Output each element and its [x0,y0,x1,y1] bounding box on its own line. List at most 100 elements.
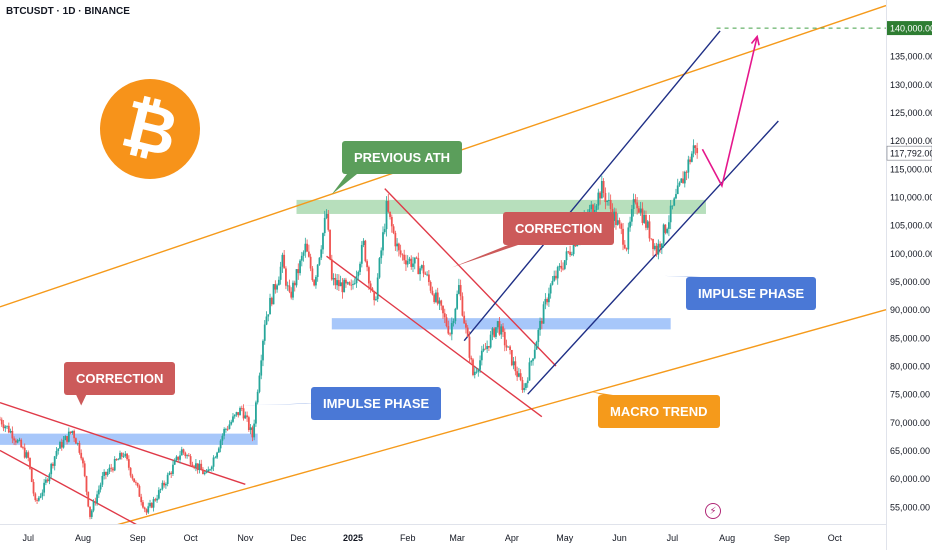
candle [39,496,42,498]
candle [623,244,626,249]
candle [286,285,289,287]
candle [643,214,646,223]
candle [468,336,471,358]
candle [27,452,30,458]
price-axis[interactable] [886,0,932,550]
candle [369,283,372,289]
candle [209,469,211,471]
candle [422,265,425,274]
candle [173,460,176,465]
zone-1 [331,318,671,330]
candle [184,452,187,457]
candle [427,274,430,283]
candle [293,282,296,286]
candle [599,192,601,199]
candle [225,428,227,430]
candle [159,489,162,491]
candle [397,243,400,251]
impulse-lower-line[interactable] [527,120,779,395]
impulse-upper-line[interactable] [463,30,721,342]
candle [297,269,300,274]
candle [235,412,238,415]
candle [90,510,93,517]
candle [57,448,60,451]
candle [37,497,40,501]
candle [76,443,79,444]
candle [528,362,531,381]
candle [450,323,453,335]
candle [269,297,271,315]
candle [652,238,654,250]
candle [433,294,436,302]
candle [600,181,603,199]
candle [392,226,395,233]
correction-2-upper-line[interactable] [384,188,557,367]
candle [112,468,114,471]
candle [666,228,669,233]
candle [101,475,104,485]
candle [445,317,448,327]
candle [562,268,564,270]
candle [32,481,35,494]
candle [659,243,661,248]
annotation-pointers-layer [76,174,701,406]
candle [415,257,418,259]
lightning-bolt-icon[interactable]: ⚡ [705,503,721,519]
candle [256,391,259,403]
candle [489,334,492,348]
candle [657,243,660,255]
correction-label-2: CORRECTION [503,212,615,245]
symbol-title[interactable]: BTCUSDT · 1D · BINANCE [6,6,130,17]
macro-trend-lower-line[interactable] [0,309,887,550]
candle [602,181,605,193]
candle [449,333,451,335]
candle [337,280,340,287]
candle [461,296,464,316]
candle [52,463,54,466]
candle [493,328,496,337]
candle [290,291,293,298]
candle [567,251,570,253]
candle [555,275,557,279]
candle [426,274,429,276]
candle [495,327,497,337]
candle [96,494,98,503]
candle [487,346,490,348]
candle [87,491,90,507]
correction-1-upper-line[interactable] [0,401,246,485]
candle [281,254,284,267]
candle [352,283,354,285]
candle [82,458,84,464]
annotation-pointer [76,395,87,406]
annotation-pointer [331,174,357,195]
candle [267,314,270,317]
candle [73,430,76,439]
candle [346,282,349,284]
candle [387,200,390,212]
candle [367,267,370,284]
candle [408,258,411,261]
candle [376,277,379,300]
candle [309,256,312,269]
candle [687,159,690,173]
zone-0 [0,433,258,445]
candle [535,342,538,350]
projection-path[interactable] [701,36,758,189]
candle [443,313,446,318]
candle [228,424,231,429]
time-axis[interactable] [0,524,886,551]
candle [203,472,206,475]
candle [615,211,617,226]
candle [463,315,466,324]
candle [106,471,109,476]
candle [22,447,24,449]
candle [613,211,616,221]
candle [519,373,522,380]
candle [302,252,305,256]
previous-ath-label: PREVIOUS ATH [342,141,463,174]
candle [262,340,264,361]
candle [55,450,58,457]
candle [341,282,344,293]
correction-2-lower-line[interactable] [326,255,543,418]
candle [558,265,561,268]
